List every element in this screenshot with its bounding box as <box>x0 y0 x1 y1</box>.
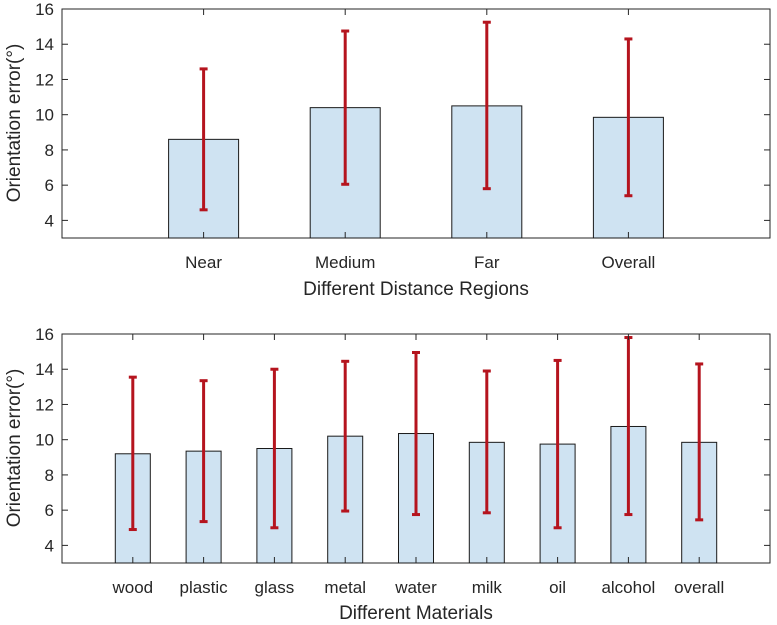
y-tick-label: 4 <box>45 211 54 230</box>
x-tick-label-milk: milk <box>472 578 503 597</box>
y-tick-label: 14 <box>35 35 54 54</box>
plot-frame <box>61 8 771 239</box>
x-tick-label-plastic: plastic <box>180 578 229 597</box>
y-tick-label: 10 <box>35 431 54 450</box>
y-axis-title: Orientation error(°) <box>4 369 25 528</box>
y-tick-label: 10 <box>35 106 54 125</box>
x-tick-label-metal: metal <box>324 578 366 597</box>
y-tick-label: 14 <box>35 360 54 379</box>
x-tick-label-far: Far <box>474 253 500 272</box>
y-tick-label: 16 <box>35 0 54 19</box>
x-axis-title: Different Materials <box>339 603 493 624</box>
y-tick-label: 16 <box>35 325 54 344</box>
x-tick-label-medium: Medium <box>315 253 375 272</box>
x-tick-label-overall: overall <box>674 578 724 597</box>
x-axis-title: Different Distance Regions <box>303 279 529 300</box>
y-tick-label: 6 <box>45 501 54 520</box>
y-tick-label: 12 <box>35 70 54 89</box>
x-tick-label-near: Near <box>185 253 222 272</box>
y-axis-title: Orientation error(°) <box>4 44 25 203</box>
y-tick-label: 8 <box>45 466 54 485</box>
x-tick-label-alcohol: alcohol <box>601 578 655 597</box>
chart-materials: 4 6 8 10 12 14 16 wood plastic glass metal water mil… <box>4 325 771 624</box>
y-tick-label: 6 <box>45 176 54 195</box>
y-tick-label: 12 <box>35 395 54 414</box>
y-tick-label: 8 <box>45 141 54 160</box>
x-tick-label-glass: glass <box>255 578 295 597</box>
x-tick-label-overall: Overall <box>601 253 655 272</box>
x-tick-label-wood: wood <box>111 578 153 597</box>
chart-distance-regions: 4 6 8 10 12 14 16 Near Medium Far Overall Different… <box>4 0 771 300</box>
x-tick-label-oil: oil <box>549 578 566 597</box>
y-tick-label: 4 <box>45 536 54 555</box>
x-tick-label-water: water <box>394 578 437 597</box>
